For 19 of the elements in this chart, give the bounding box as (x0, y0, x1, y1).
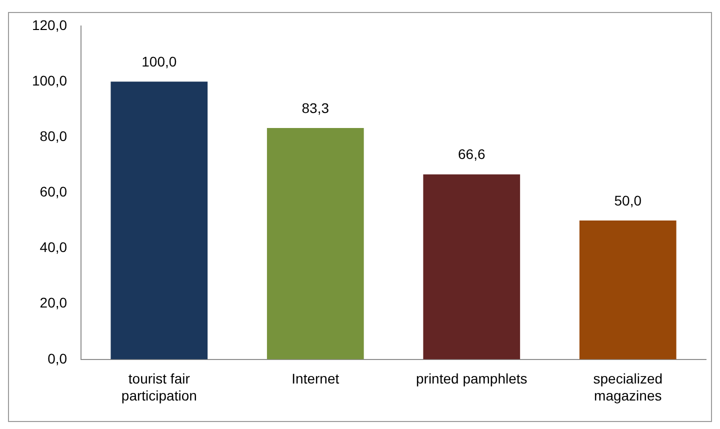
data-label: 83,3 (302, 100, 330, 116)
bar (266, 128, 364, 360)
bar (579, 220, 676, 360)
x-tick-label: tourist fair participation (121, 370, 197, 404)
y-tick-label: 120,0 (32, 16, 68, 33)
bar (423, 174, 520, 360)
x-tick-label: Internet (292, 370, 340, 387)
y-tick-label: 60,0 (40, 184, 68, 200)
data-label: 66,6 (458, 146, 486, 162)
bar (110, 82, 208, 360)
data-label: 50,0 (614, 192, 642, 208)
y-tick-label: 100,0 (32, 72, 68, 88)
y-tick-label: 20,0 (40, 294, 68, 311)
y-tick-label: 40,0 (40, 239, 68, 256)
data-label: 100,0 (142, 53, 177, 70)
x-tick-label: specialized magazines (593, 370, 663, 404)
y-tick-label: 80,0 (40, 128, 68, 144)
x-tick-label: printed pamphlets (416, 370, 528, 387)
y-tick-label: 0,0 (48, 350, 68, 366)
